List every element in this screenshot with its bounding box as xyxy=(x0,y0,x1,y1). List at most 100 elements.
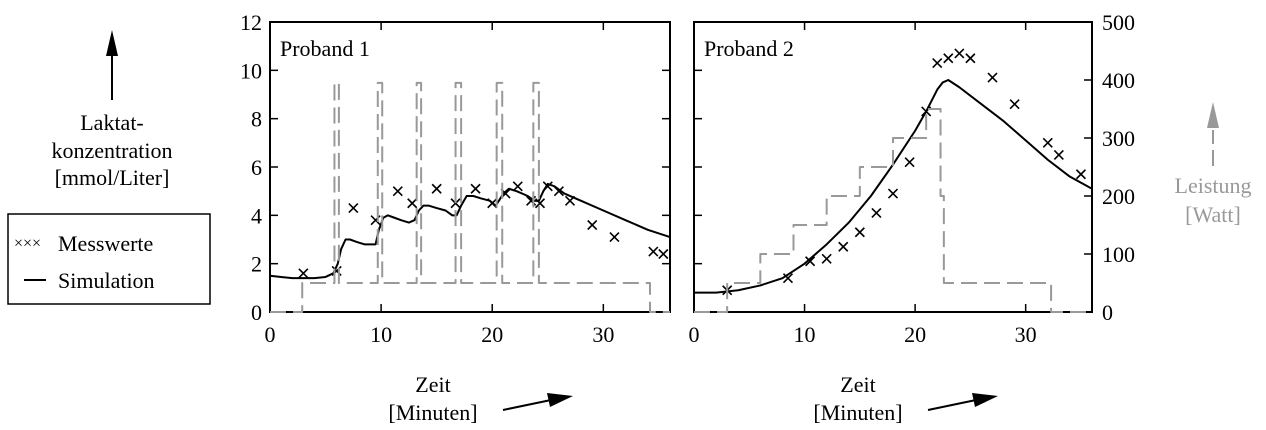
data-point-measured xyxy=(854,227,865,238)
data-point-stroke xyxy=(450,198,461,209)
data-point-stroke xyxy=(965,53,976,64)
series-line-leistung xyxy=(694,108,1092,313)
data-point-measured xyxy=(932,58,943,69)
series-line-leistung xyxy=(270,81,670,313)
y-left-tick-label: 8 xyxy=(251,107,262,132)
data-point-measured xyxy=(943,53,954,64)
data-point-measured xyxy=(431,183,442,194)
data-point-measured xyxy=(298,268,309,279)
panel-title: Proband 1 xyxy=(280,36,370,61)
data-point-stroke xyxy=(534,198,546,209)
data-point-measured xyxy=(450,198,461,209)
y-left-tick-label: 6 xyxy=(251,155,262,180)
data-point-stroke xyxy=(838,241,849,252)
x-tick-label: 0 xyxy=(689,322,700,347)
data-point-stroke xyxy=(821,253,832,264)
data-point-stroke xyxy=(954,48,965,59)
data-point-stroke xyxy=(904,157,915,168)
right-arrow-icon xyxy=(927,399,977,411)
power-label-line-1: Leistung xyxy=(1175,173,1252,198)
data-point-measured xyxy=(871,207,882,218)
y-right-tick-label: 500 xyxy=(1102,10,1135,35)
power-up-arrow-icon xyxy=(1207,102,1219,128)
data-point-stroke xyxy=(470,183,481,194)
data-point-stroke xyxy=(587,219,598,231)
data-point-stroke xyxy=(658,248,669,260)
legend-label-measured: Messwerte xyxy=(58,231,153,256)
legend: ××× Messwerte Simulation xyxy=(7,213,211,305)
chart-panel-proband-1: 0 10 20 30 0 2 4 6 8 10 12 Proband 1 Zeit [Minuten] xyxy=(240,10,671,425)
data-point-measured xyxy=(965,53,976,64)
data-point-measured xyxy=(782,273,794,284)
x-tick-label: 0 xyxy=(265,322,276,347)
power-label-line-2: [Watt] xyxy=(1185,202,1241,227)
data-point-measured xyxy=(1042,137,1053,148)
data-point-stroke xyxy=(298,268,309,279)
right-arrow-head-icon xyxy=(547,393,573,407)
up-arrow-head-icon xyxy=(106,30,118,56)
data-point-measured xyxy=(512,181,523,192)
data-point-measured xyxy=(1053,149,1064,160)
data-point-measured xyxy=(1009,99,1020,110)
data-point-measured xyxy=(609,232,620,243)
data-point-stroke xyxy=(1042,137,1053,148)
x-tick-label: 30 xyxy=(592,322,614,347)
data-point-stroke xyxy=(648,246,659,257)
data-point-measured xyxy=(987,72,998,83)
data-point-measured xyxy=(392,186,403,197)
data-point-stroke xyxy=(407,198,418,209)
legend-marker-measured: ××× xyxy=(14,235,41,252)
y-right-tick-label: 400 xyxy=(1102,68,1135,93)
x-tick-label: 20 xyxy=(904,322,926,347)
x-tick-label: 20 xyxy=(481,322,503,347)
data-point-stroke xyxy=(1053,149,1064,160)
x-tick-label: 10 xyxy=(794,322,816,347)
plot-frame xyxy=(693,21,1093,313)
series-line-simulation xyxy=(694,79,1093,294)
data-point-measured xyxy=(587,219,598,231)
y-left-tick-label: 0 xyxy=(251,300,262,325)
y-right-tick-label: 200 xyxy=(1102,184,1135,209)
data-point-stroke xyxy=(943,53,954,64)
data-point-stroke xyxy=(987,72,998,83)
data-point-measured xyxy=(805,256,816,267)
data-point-stroke xyxy=(871,207,882,218)
data-point-measured xyxy=(821,253,832,264)
data-point-stroke xyxy=(392,186,403,197)
data-point-measured xyxy=(658,248,669,260)
y-left-tick-label: 12 xyxy=(240,10,262,35)
data-point-measured xyxy=(1075,169,1087,180)
data-point-stroke xyxy=(854,227,865,238)
legend-label-simulation: Simulation xyxy=(58,268,155,293)
data-point-stroke xyxy=(348,203,359,214)
data-point-stroke xyxy=(609,232,620,243)
data-point-stroke xyxy=(512,181,523,192)
panel-title: Proband 2 xyxy=(704,36,794,61)
data-point-measured xyxy=(470,183,481,194)
y-right-tick-label: 100 xyxy=(1102,242,1135,267)
data-point-measured xyxy=(904,157,915,168)
x-axis-label-line-2: [Minuten] xyxy=(388,400,477,425)
right-arrow-head-icon xyxy=(972,393,998,407)
series-line-simulation xyxy=(269,182,671,280)
lactate-label-line-3: [mmol/Liter] xyxy=(55,165,170,190)
y-right-tick-label: 0 xyxy=(1102,300,1113,325)
lactate-label-line-1: Laktat- xyxy=(80,110,144,135)
power-axis-annotation: Leistung [Watt] xyxy=(1175,102,1252,227)
data-point-measured xyxy=(348,203,359,214)
y-left-tick-label: 10 xyxy=(240,58,262,83)
legend-box xyxy=(7,213,211,305)
data-point-stroke xyxy=(887,188,899,199)
x-axis-label-line-2: [Minuten] xyxy=(813,400,902,425)
data-point-stroke xyxy=(782,273,794,284)
x-tick-label: 10 xyxy=(370,322,392,347)
y-left-tick-label: 2 xyxy=(251,252,262,277)
data-point-measured xyxy=(648,246,659,257)
x-axis-label-line-1: Zeit xyxy=(415,372,450,397)
lactate-axis-annotation: Laktat- konzentration [mmol/Liter] xyxy=(52,30,173,190)
data-point-measured xyxy=(954,48,965,59)
plot-frame xyxy=(269,21,671,313)
lactate-label-line-2: konzentration xyxy=(52,138,173,163)
